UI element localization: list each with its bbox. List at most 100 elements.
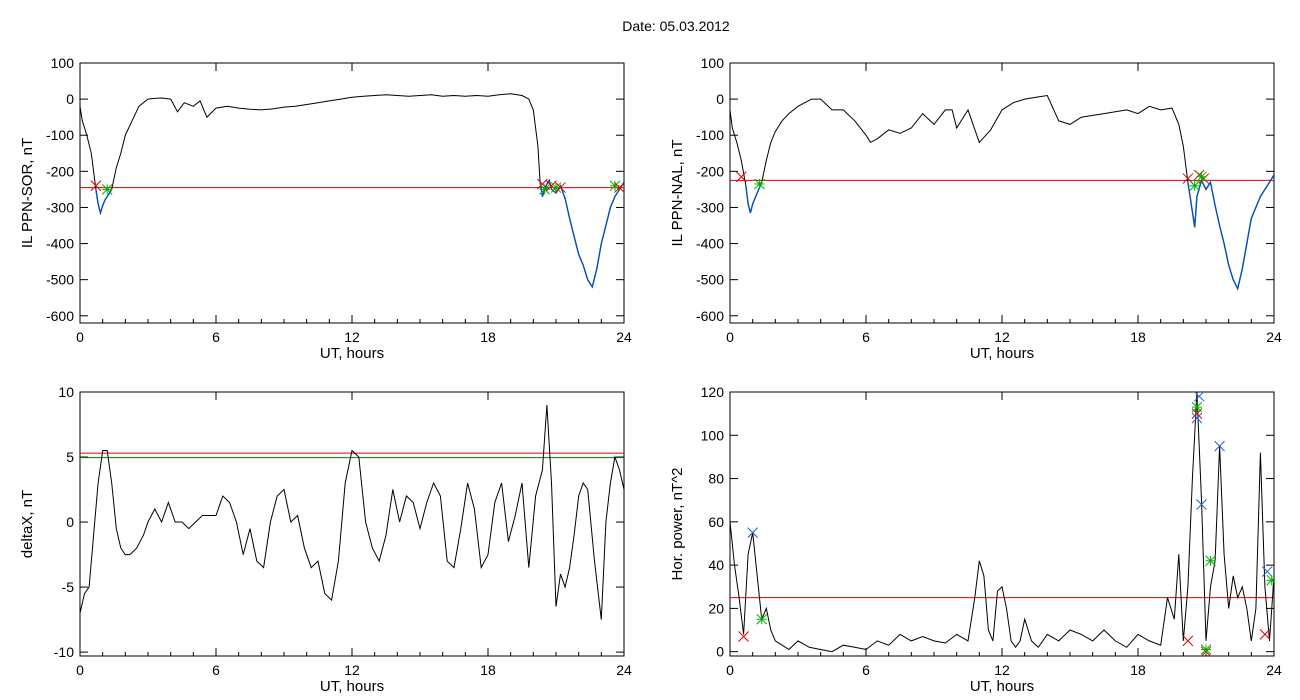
x-tick-label: 0 [726,662,734,678]
x-tick-label: 12 [994,329,1010,345]
highlight-segment [745,181,763,214]
y-tick-label: 80 [708,471,724,487]
x-tick-label: 12 [994,662,1010,678]
plot-area [80,404,624,620]
series-line [730,392,1274,653]
plot-frame [79,391,625,657]
x-tick-label: 12 [344,329,360,345]
y-tick-label: -100 [46,127,74,143]
y-axis-label: deltaX, nT [19,490,36,558]
marker-x-blue [1214,440,1225,452]
y-tick-label: 100 [701,55,725,71]
y-tick-label: 40 [708,557,724,573]
y-tick-label: 0 [66,514,74,530]
x-axis-label: UT, hours [320,678,384,695]
y-axis-label: IL PPN-NAL, nT [669,140,686,247]
y-tick-label: 20 [708,600,724,616]
marker-x-red [1182,635,1194,647]
x-tick-label: 24 [1266,662,1282,678]
chart-panel-sor: 0 6 12 18 24 100 0 -100 -200 -300 -400 -500 -600 UT, … [19,55,632,362]
y-tick-label: -400 [696,236,724,252]
marker-x-red [735,171,747,183]
y-tick-label: -300 [46,199,74,215]
y-tick-label: -400 [46,236,74,252]
plot-area [80,93,624,289]
x-tick-label: 12 [344,662,360,678]
marker-star-green [1191,401,1203,413]
x-tick-label: 24 [616,662,632,678]
y-axis-label: IL PPN-SOR, nT [19,138,36,248]
y-tick-label: -300 [696,199,724,215]
y-tick-label: -500 [46,272,74,288]
y-tick-label: 60 [708,514,724,530]
highlight-segment [539,178,624,289]
y-tick-label: 0 [716,91,724,107]
y-tick-label: -500 [696,272,724,288]
highlight-segment [1187,174,1274,291]
y-tick-label: -200 [696,163,724,179]
y-axis-label: Hor. power, nT^2 [669,468,686,581]
highlight-segment [95,189,113,216]
marker-star-green [101,184,113,195]
series-line [80,93,624,289]
marker-star-green [1200,644,1212,655]
x-tick-label: 0 [76,662,84,678]
marker-x-red [555,182,566,193]
marker-x-red [1259,629,1271,640]
marker-star-green [1205,555,1216,567]
marker-x-blue [1261,566,1273,577]
marker-star-green [1266,574,1274,586]
marker-x-red [614,182,624,193]
x-tick-label: 6 [862,329,870,345]
date-value: 05.03.2012 [659,18,730,34]
x-axis-label: UT, hours [970,345,1034,362]
marker-x-red [90,180,102,192]
x-tick-label: 24 [1266,329,1282,345]
x-tick-label: 18 [1130,662,1146,678]
marker-x-red [738,631,749,642]
y-tick-label: 100 [701,427,725,443]
page-title: Date: 05.03.2012 [0,18,1300,34]
chart-panel-deltax: 0 6 12 18 24 10 5 0 -5 -10 UT, hours deltaX, nT [19,384,632,695]
x-tick-label: 6 [212,329,220,345]
series-line [80,404,624,620]
y-tick-label: -10 [54,644,74,660]
x-tick-label: 6 [212,662,220,678]
x-axis-label: UT, hours [970,678,1034,695]
y-tick-label: -200 [46,163,74,179]
marker-x-blue [1191,412,1203,424]
x-tick-label: 18 [480,329,496,345]
y-tick-label: 0 [66,91,74,107]
x-tick-label: 18 [480,662,496,678]
series-line [730,94,1274,291]
date-label: Date: [622,18,656,34]
plot-area [730,392,1274,656]
marker-x-blue [1196,499,1207,510]
plot-area [730,94,1274,291]
plot-frame [729,62,1275,324]
marker-x-blue [747,527,759,539]
y-tick-label: 100 [51,55,75,71]
y-tick-label: -600 [696,308,724,324]
x-tick-label: 0 [726,329,734,345]
x-tick-label: 18 [1130,329,1146,345]
marker-star-green [1196,171,1207,183]
marker-star-green [550,182,562,193]
x-axis-label: UT, hours [320,345,384,362]
y-tick-label: -600 [46,308,74,324]
y-tick-label: 10 [58,384,74,400]
marker-star-green [1189,180,1201,192]
marker-star-green [754,178,765,190]
y-tick-label: 120 [701,384,725,400]
y-tick-label: -100 [696,127,724,143]
y-tick-label: -5 [62,579,75,595]
chart-panel-hpower: 0 6 12 18 24 120 100 80 60 40 20 0 UT, hours Hor. pow… [669,384,1282,695]
chart-panel-nal: 0 6 12 18 24 100 0 -100 -200 -300 -400 -500 -600 UT, … [669,55,1282,362]
y-tick-label: 5 [66,449,74,465]
x-tick-label: 6 [862,662,870,678]
plot-frame [729,391,1275,657]
marker-star-green [756,613,768,625]
marker-x-red [537,178,548,190]
marker-x-blue [1193,392,1205,402]
